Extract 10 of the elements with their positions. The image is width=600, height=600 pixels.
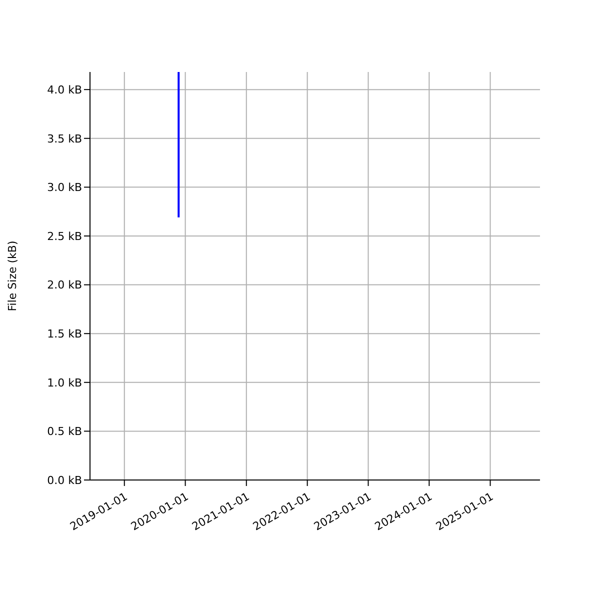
y-tick-label: 3.5 kB (47, 132, 82, 146)
y-tick-label: 2.0 kB (47, 278, 82, 292)
y-tick-label: 4.0 kB (47, 83, 82, 96)
y-tick-label: 1.5 kB (47, 327, 82, 340)
y-tick-label: 0.5 kB (47, 425, 82, 438)
y-tick-label: 2.5 kB (47, 230, 82, 243)
y-axis-title: File Size (kB) (6, 240, 19, 312)
y-tick-label: 1.0 kB (47, 376, 82, 390)
y-tick-label: 3.0 kB (47, 181, 82, 194)
y-tick-label: 0.0 kB (47, 474, 82, 487)
